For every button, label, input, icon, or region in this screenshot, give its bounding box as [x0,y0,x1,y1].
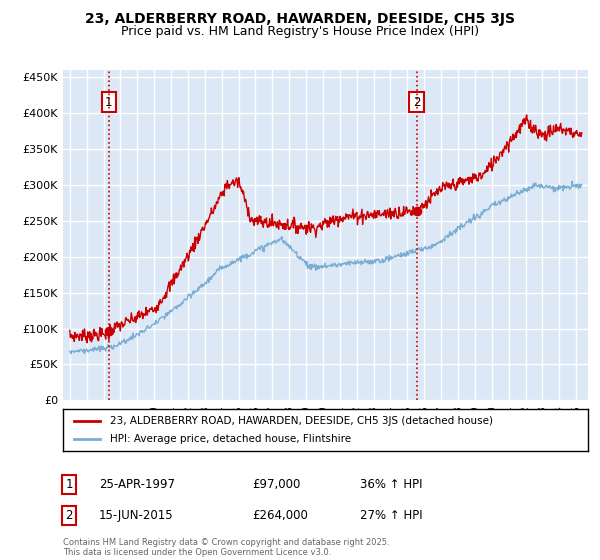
Text: 1: 1 [105,96,113,109]
Text: 25-APR-1997: 25-APR-1997 [99,478,175,491]
Text: 27% ↑ HPI: 27% ↑ HPI [360,508,422,522]
Text: 23, ALDERBERRY ROAD, HAWARDEN, DEESIDE, CH5 3JS (detached house): 23, ALDERBERRY ROAD, HAWARDEN, DEESIDE, … [110,416,493,426]
Text: 36% ↑ HPI: 36% ↑ HPI [360,478,422,491]
Text: 1: 1 [65,478,73,491]
Text: £97,000: £97,000 [252,478,301,491]
Text: 2: 2 [413,96,421,109]
Text: 23, ALDERBERRY ROAD, HAWARDEN, DEESIDE, CH5 3JS: 23, ALDERBERRY ROAD, HAWARDEN, DEESIDE, … [85,12,515,26]
Text: 15-JUN-2015: 15-JUN-2015 [99,508,173,522]
Text: 2: 2 [65,508,73,522]
Text: Contains HM Land Registry data © Crown copyright and database right 2025.
This d: Contains HM Land Registry data © Crown c… [63,538,389,557]
Text: £264,000: £264,000 [252,508,308,522]
Text: Price paid vs. HM Land Registry's House Price Index (HPI): Price paid vs. HM Land Registry's House … [121,25,479,38]
Text: HPI: Average price, detached house, Flintshire: HPI: Average price, detached house, Flin… [110,434,352,444]
